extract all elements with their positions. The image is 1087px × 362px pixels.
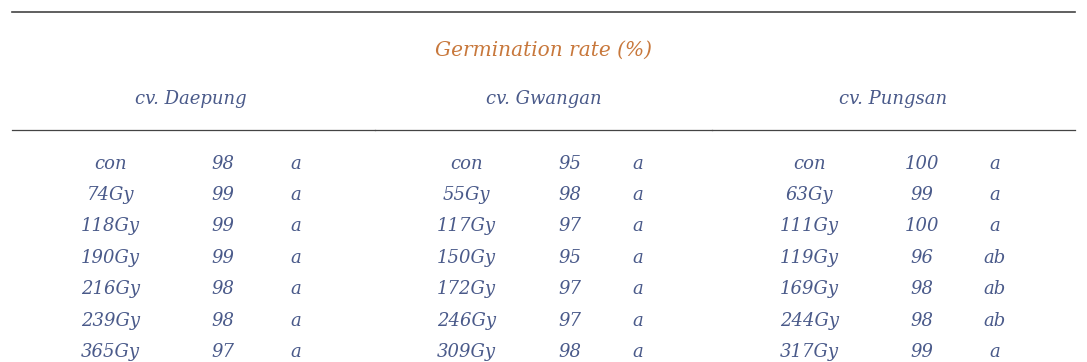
Text: 216Gy: 216Gy (80, 280, 140, 298)
Text: 74Gy: 74Gy (87, 186, 134, 204)
Text: 98: 98 (911, 280, 934, 298)
Text: cv. Gwangan: cv. Gwangan (486, 90, 601, 108)
Text: a: a (989, 155, 1000, 173)
Text: a: a (633, 249, 644, 267)
Text: a: a (633, 186, 644, 204)
Text: 97: 97 (559, 312, 582, 329)
Text: a: a (989, 186, 1000, 204)
Text: 99: 99 (211, 218, 235, 235)
Text: 309Gy: 309Gy (437, 343, 496, 361)
Text: 99: 99 (911, 186, 934, 204)
Text: 111Gy: 111Gy (780, 218, 839, 235)
Text: 63Gy: 63Gy (786, 186, 834, 204)
Text: 97: 97 (559, 218, 582, 235)
Text: a: a (633, 280, 644, 298)
Text: 117Gy: 117Gy (437, 218, 496, 235)
Text: ab: ab (984, 280, 1005, 298)
Text: 95: 95 (559, 155, 582, 173)
Text: 365Gy: 365Gy (80, 343, 140, 361)
Text: a: a (633, 218, 644, 235)
Text: 119Gy: 119Gy (780, 249, 839, 267)
Text: 100: 100 (905, 155, 939, 173)
Text: con: con (794, 155, 826, 173)
Text: a: a (989, 343, 1000, 361)
Text: ab: ab (984, 249, 1005, 267)
Text: a: a (290, 249, 301, 267)
Text: con: con (93, 155, 126, 173)
Text: 98: 98 (211, 280, 235, 298)
Text: 98: 98 (211, 155, 235, 173)
Text: a: a (290, 186, 301, 204)
Text: a: a (633, 312, 644, 329)
Text: 100: 100 (905, 218, 939, 235)
Text: 55Gy: 55Gy (442, 186, 490, 204)
Text: a: a (989, 218, 1000, 235)
Text: a: a (633, 155, 644, 173)
Text: a: a (290, 155, 301, 173)
Text: 150Gy: 150Gy (437, 249, 496, 267)
Text: 190Gy: 190Gy (80, 249, 140, 267)
Text: 96: 96 (911, 249, 934, 267)
Text: a: a (290, 218, 301, 235)
Text: con: con (450, 155, 483, 173)
Text: a: a (290, 280, 301, 298)
Text: 118Gy: 118Gy (80, 218, 140, 235)
Text: 246Gy: 246Gy (437, 312, 496, 329)
Text: 99: 99 (211, 249, 235, 267)
Text: a: a (290, 312, 301, 329)
Text: a: a (633, 343, 644, 361)
Text: 97: 97 (211, 343, 235, 361)
Text: cv. Pungsan: cv. Pungsan (838, 90, 947, 108)
Text: 98: 98 (559, 186, 582, 204)
Text: 239Gy: 239Gy (80, 312, 140, 329)
Text: 97: 97 (559, 280, 582, 298)
Text: 98: 98 (559, 343, 582, 361)
Text: ab: ab (984, 312, 1005, 329)
Text: 95: 95 (559, 249, 582, 267)
Text: Germination rate (%): Germination rate (%) (435, 41, 652, 60)
Text: cv. Daepung: cv. Daepung (135, 90, 247, 108)
Text: 99: 99 (911, 343, 934, 361)
Text: 99: 99 (211, 186, 235, 204)
Text: 172Gy: 172Gy (437, 280, 496, 298)
Text: 98: 98 (211, 312, 235, 329)
Text: 169Gy: 169Gy (780, 280, 839, 298)
Text: 98: 98 (911, 312, 934, 329)
Text: 317Gy: 317Gy (780, 343, 839, 361)
Text: 244Gy: 244Gy (780, 312, 839, 329)
Text: a: a (290, 343, 301, 361)
